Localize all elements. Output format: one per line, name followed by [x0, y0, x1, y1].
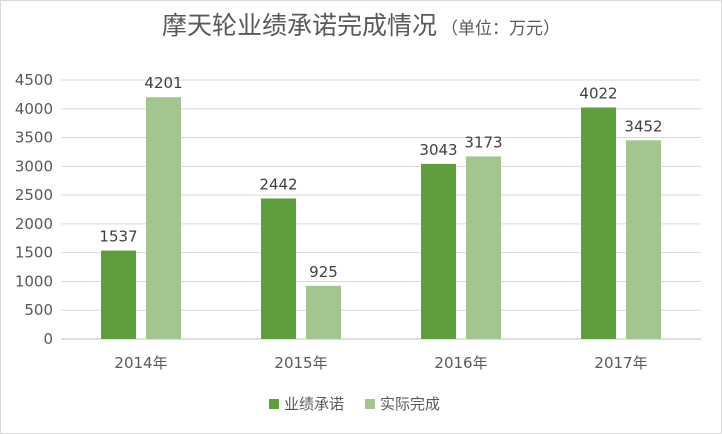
legend-label: 实际完成 — [380, 395, 440, 413]
y-tick-label: 4500 — [15, 71, 53, 89]
bar — [466, 156, 501, 339]
y-tick-label: 3000 — [15, 157, 53, 175]
bar — [581, 107, 616, 339]
x-tick-label: 2017年 — [594, 354, 647, 372]
bars — [101, 97, 661, 340]
y-tick-label: 2500 — [15, 186, 53, 204]
y-tick-label: 1000 — [15, 272, 53, 290]
x-axis-tick-labels: 2014年 2015年 2016年 2017年 — [114, 354, 647, 372]
chart-title-main: 摩天轮业绩承诺完成情况 — [162, 11, 437, 40]
y-axis-tick-labels: 0 500 1000 1500 2000 2500 3000 3500 4000 4500 — [15, 71, 53, 348]
bar — [306, 285, 341, 339]
y-tick-label: 1500 — [15, 244, 53, 262]
data-label: 3173 — [464, 133, 502, 151]
legend: 业绩承诺 实际完成 — [269, 395, 440, 413]
data-label: 3043 — [419, 141, 457, 159]
x-tick-label: 2015年 — [274, 354, 327, 372]
data-label: 2442 — [259, 175, 297, 193]
bar — [626, 140, 661, 339]
bar — [146, 97, 181, 340]
legend-label: 业绩承诺 — [284, 395, 344, 413]
bar — [101, 250, 136, 339]
x-tick-label: 2014年 — [114, 354, 167, 372]
y-tick-label: 4000 — [15, 100, 53, 118]
y-tick-label: 0 — [43, 330, 53, 348]
y-tick-label: 3500 — [15, 129, 53, 147]
y-tick-label: 2000 — [15, 215, 53, 233]
data-label: 4022 — [579, 85, 617, 103]
legend-swatch — [269, 399, 279, 409]
x-tick-label: 2016年 — [434, 354, 487, 372]
y-tick-label: 500 — [24, 301, 53, 319]
data-labels: 1537 4201 2442 925 3043 3173 4022 3452 — [99, 74, 662, 281]
legend-swatch — [365, 399, 375, 409]
chart-title-unit: （单位：万元） — [441, 19, 560, 39]
chart-title: 摩天轮业绩承诺完成情况 （单位：万元） — [162, 11, 560, 40]
data-label: 925 — [309, 263, 338, 281]
data-label: 4201 — [144, 74, 182, 92]
bar — [261, 198, 296, 339]
bar — [421, 163, 456, 339]
data-label: 3452 — [624, 117, 662, 135]
data-label: 1537 — [99, 228, 137, 246]
